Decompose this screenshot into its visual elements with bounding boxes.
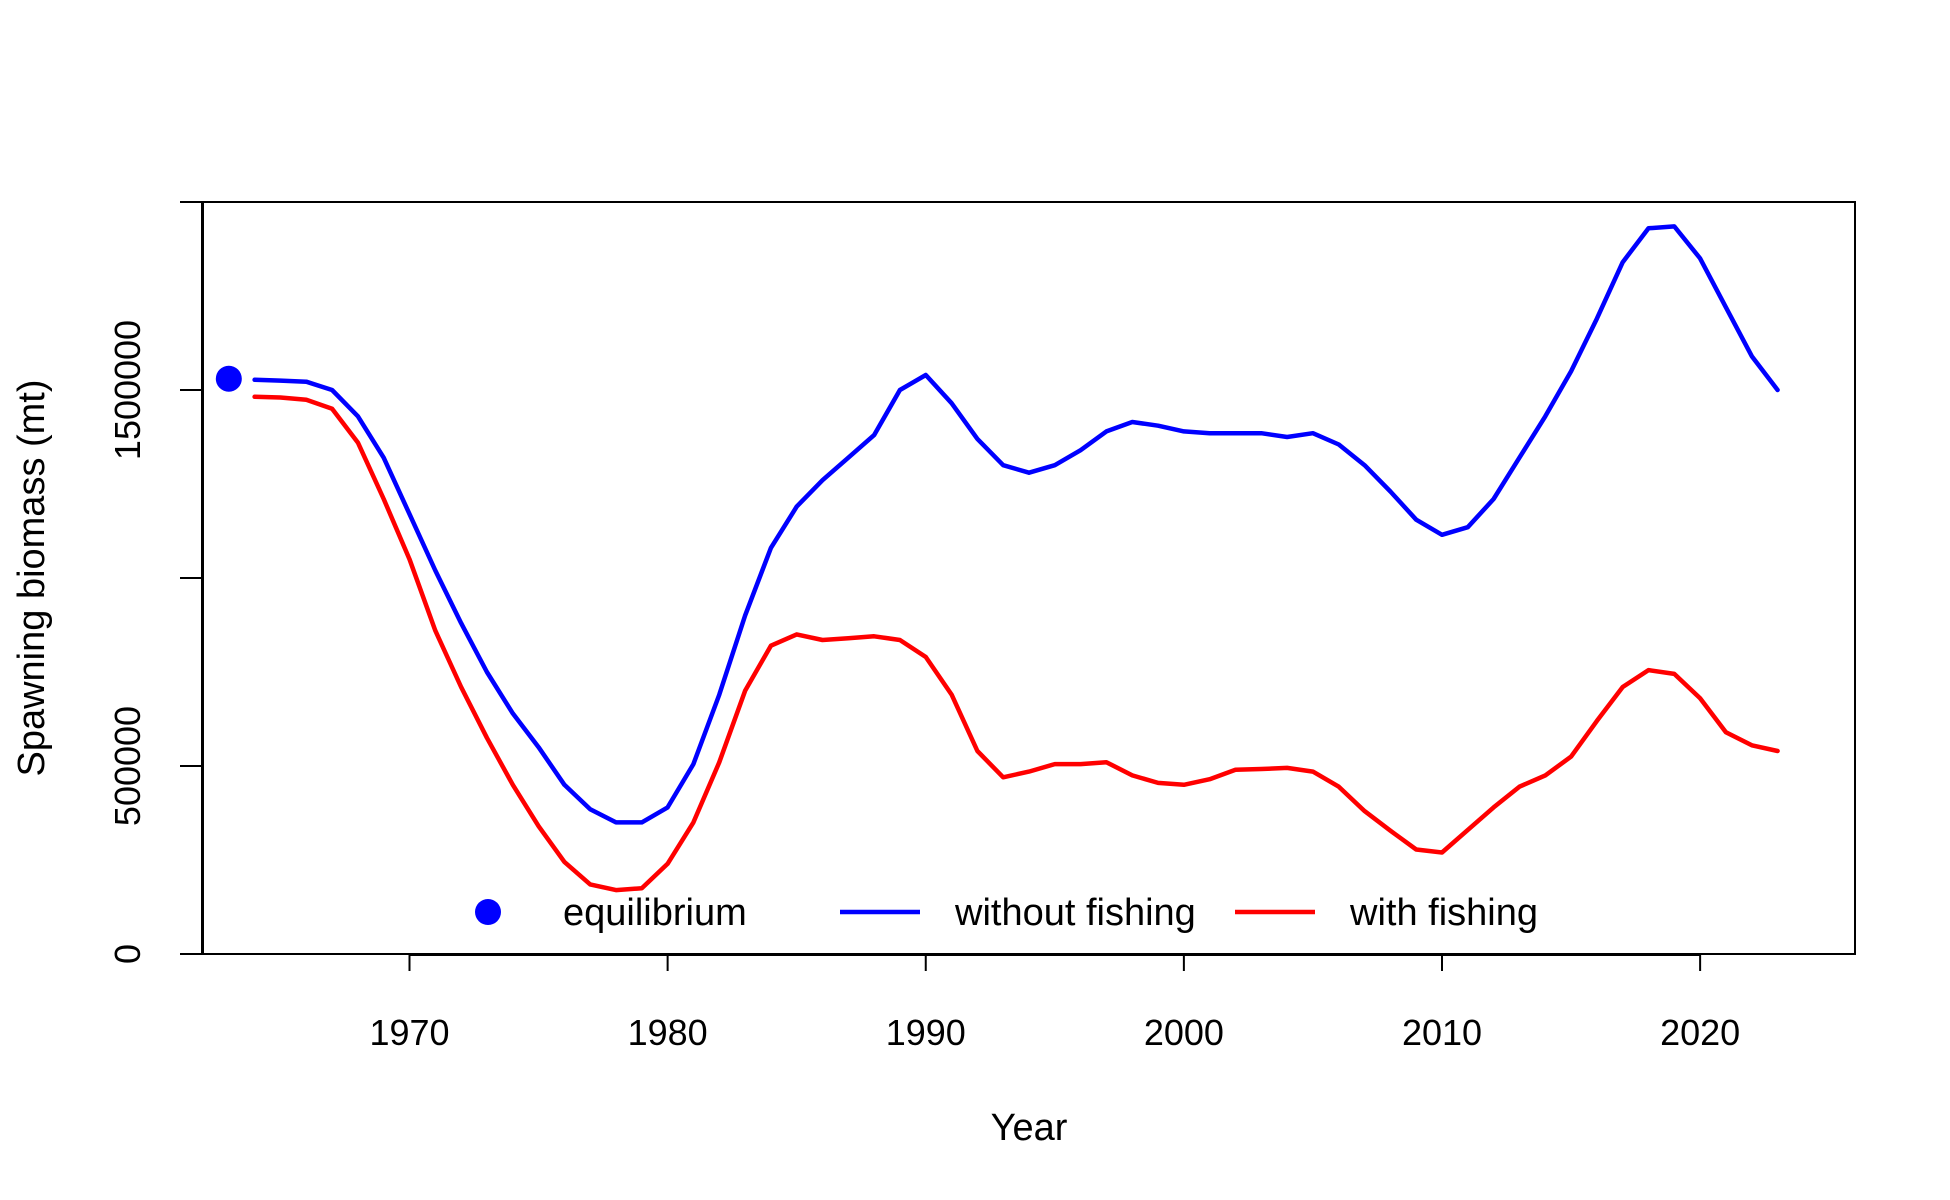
legend-label: without fishing — [954, 892, 1196, 934]
series-line-with-fishing — [252, 394, 1780, 893]
legend-label: with fishing — [1349, 892, 1538, 934]
plot-box — [202, 201, 1856, 955]
x-tick-label: 1970 — [369, 1012, 449, 1053]
legend-symbol-equilibrium — [475, 899, 501, 925]
y-axis-label: Spawning biomass (mt) — [11, 379, 53, 776]
x-axis: 1970 1980 1990 2000 2010 2020 — [369, 954, 1740, 1053]
y-tick-label: 500000 — [107, 706, 148, 826]
equilibrium-point — [215, 365, 242, 392]
series-layer — [215, 224, 1780, 893]
legend-label: equilibrium — [563, 892, 747, 934]
series-line-without-fishing — [252, 224, 1780, 825]
x-tick-label: 2020 — [1660, 1012, 1740, 1053]
legend: equilibrium without fishing with fishing — [475, 892, 1538, 934]
x-tick-label: 1990 — [886, 1012, 966, 1053]
x-tick-label: 2000 — [1144, 1012, 1224, 1053]
x-axis-label: Year — [991, 1107, 1068, 1149]
y-axis: 0 500000 1500000 — [107, 201, 203, 964]
x-tick-label: 1980 — [628, 1012, 708, 1053]
y-tick-label: 1500000 — [107, 320, 148, 460]
x-tick-label: 2010 — [1402, 1012, 1482, 1053]
y-tick-label: 0 — [107, 944, 148, 964]
